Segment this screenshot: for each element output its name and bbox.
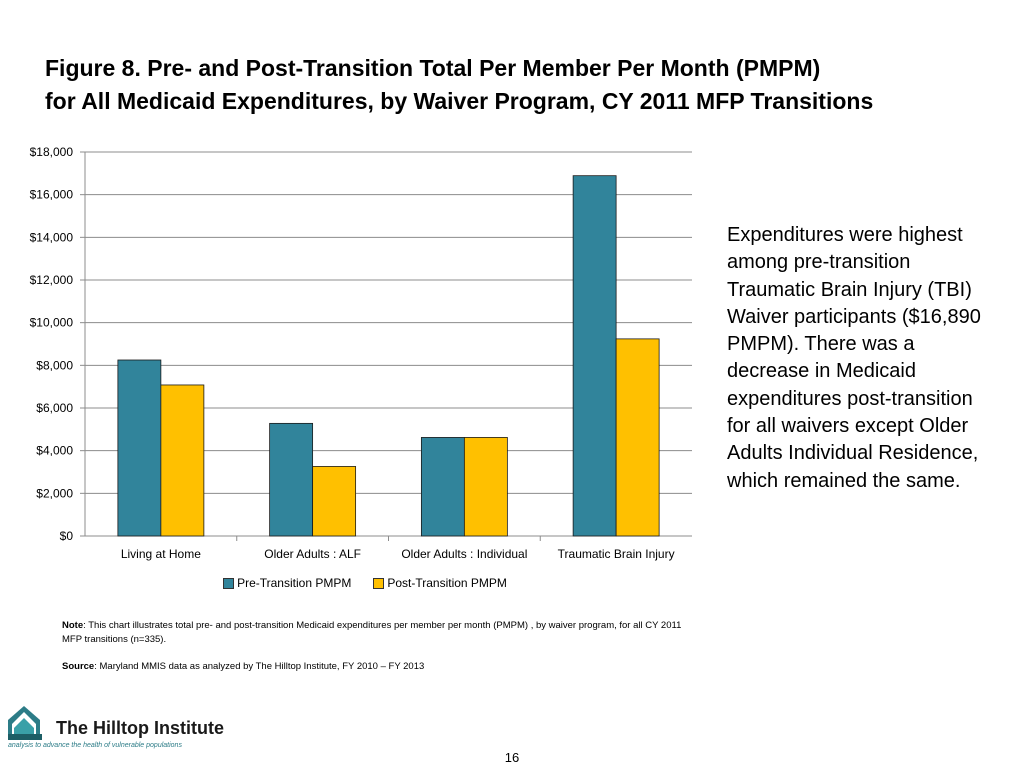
note: Note: This chart illustrates total pre- … — [62, 619, 682, 647]
logo-tagline: analysis to advance the health of vulner… — [8, 742, 182, 749]
y-tick-label: $18,000 — [30, 145, 74, 159]
source-label: Source — [62, 661, 95, 672]
figure-title-line-1: Figure 8. Pre- and Post-Transition Total… — [45, 55, 821, 81]
bar-post-transition — [463, 437, 508, 537]
note-text: : This chart illustrates total pre- and … — [62, 620, 682, 645]
x-tick-label: Older Adults : Individual — [401, 547, 527, 561]
bar-chart: $0 $2,000 $4,000 $6,000 $8,000 $10,000 $12,000… — [30, 145, 692, 561]
bar-pre-transition — [420, 437, 465, 537]
x-tick-label: Living at Home — [121, 547, 201, 561]
bar-pre-transition — [117, 359, 162, 537]
bar-post-transition — [615, 338, 660, 537]
x-tick-label: Older Adults : ALF — [264, 547, 361, 561]
chart-notes: Note: This chart illustrates total pre- … — [62, 619, 682, 687]
y-tick-label: $2,000 — [36, 486, 73, 500]
legend-swatch-pre — [223, 577, 235, 589]
source-text: : Maryland MMIS data as analyzed by The … — [94, 661, 425, 672]
legend-item-pre: Pre-Transition PMPM — [223, 576, 351, 590]
bar-post-transition — [312, 466, 357, 537]
y-tick-label: $8,000 — [36, 358, 73, 372]
hilltop-mark-icon — [8, 706, 42, 740]
legend-swatch-post — [373, 577, 385, 589]
legend-label-post: Post-Transition PMPM — [387, 576, 507, 590]
y-tick-label: $6,000 — [36, 401, 73, 415]
y-tick-label: $16,000 — [30, 188, 74, 202]
logo-name: The Hilltop Institute — [56, 718, 224, 738]
legend-item-post: Post-Transition PMPM — [373, 576, 507, 590]
chart-legend: Pre-Transition PMPM Post-Transition PMPM — [0, 576, 730, 590]
y-tick-label: $10,000 — [30, 316, 74, 330]
figure-title-line-2: for All Medicaid Expenditures, by Waiver… — [45, 88, 874, 114]
x-tick-label: Traumatic Brain Injury — [558, 547, 675, 561]
y-tick-label: $4,000 — [36, 444, 73, 458]
bar-pre-transition — [269, 422, 314, 537]
note-label: Note — [62, 620, 84, 631]
y-tick-label: $0 — [60, 529, 74, 543]
summary-text: Expenditures were highest among pre-tran… — [727, 224, 981, 492]
bar-post-transition — [160, 384, 205, 537]
hilltop-logo: The Hilltop Institute analysis to advanc… — [8, 704, 248, 754]
page-number: 16 — [504, 750, 520, 765]
y-tick-label: $14,000 — [30, 230, 74, 244]
figure-title: Figure 8. Pre- and Post-Transition Total… — [45, 52, 985, 118]
legend-label-pre: Pre-Transition PMPM — [237, 576, 352, 590]
source: Source: Maryland MMIS data as analyzed b… — [62, 660, 682, 674]
y-tick-label: $12,000 — [30, 273, 74, 287]
bar-pre-transition — [572, 175, 617, 537]
